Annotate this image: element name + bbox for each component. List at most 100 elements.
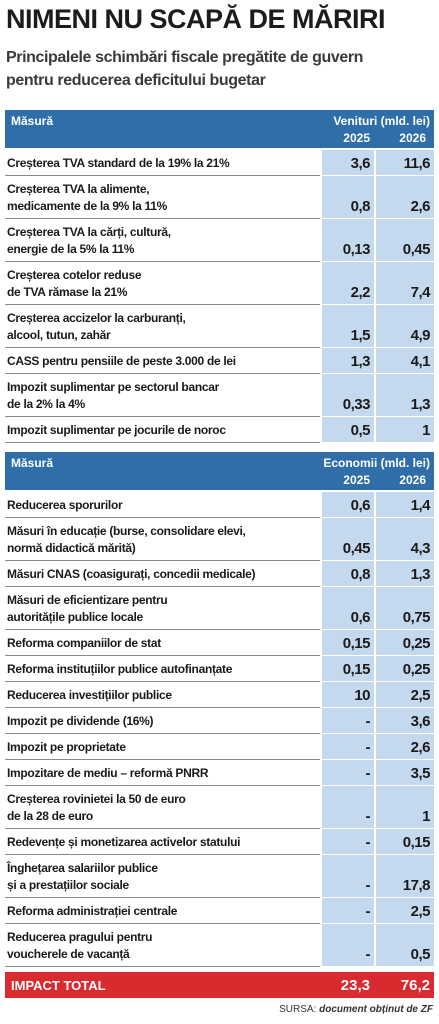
measure-label: Impozit suplimentar pe jocurile de noroc <box>5 417 320 443</box>
value-cell: 0,8 <box>322 561 374 587</box>
table-row: Măsuri de eficientizare pentru autorități… <box>5 587 434 630</box>
measure-header: Măsură <box>11 114 54 128</box>
label-line: Impozit pe proprietate <box>7 740 126 754</box>
measure-label: Impozitare de mediu – reformă PNRR <box>5 760 320 786</box>
label-line: voucherele de vacanță <box>7 947 130 961</box>
table-row: Creșterea TVA la cărți, cultură, energie … <box>5 219 434 262</box>
value-cell: 0,75 <box>376 587 434 630</box>
total-value: 76,2 <box>400 976 430 994</box>
measure-label: Reducerea sporurilor <box>5 492 320 518</box>
table-row: Înghețarea salariilor publice și a presta… <box>5 855 434 898</box>
label-line: Creșterea TVA standard de la 19% la 21% <box>7 156 230 170</box>
value-cell: - <box>322 734 374 760</box>
section-header: Măsură Venituri (mld. lei) 2025 2026 <box>5 110 434 148</box>
label-line: Creșterea accizelor la carburanți, <box>7 311 186 325</box>
value-cell: 2,5 <box>376 682 434 708</box>
value-cell: 0,33 <box>322 374 374 417</box>
value-cell: 1,4 <box>376 492 434 518</box>
measure-header: Măsură <box>11 456 54 470</box>
value-cell: 0,45 <box>322 518 374 561</box>
table-row: Reducerea sporurilor 0,6 1,4 <box>5 492 434 518</box>
years: 2025 2026 <box>318 131 430 145</box>
value-cell: 1,5 <box>322 305 374 348</box>
source-brand: ZF <box>420 1004 433 1015</box>
value-cell: 1,3 <box>322 348 374 374</box>
label-line: energie de la 5% la 11% <box>7 242 135 256</box>
table-row: Impozit suplimentar pe sectorul bancar de… <box>5 374 434 417</box>
table-row: Impozit pe dividende (16%) -3,6 <box>5 708 434 734</box>
table-row: CASS pentru pensiile de peste 3.000 de l… <box>5 348 434 374</box>
value-cell: 1,3 <box>376 561 434 587</box>
value-cell: - <box>322 855 374 898</box>
label-line: Reforma instituțiilor publice autofinanț… <box>7 662 233 676</box>
label-line: Măsuri CNAS (coasigurați, concedii medic… <box>7 567 256 581</box>
value-cell: 3,5 <box>376 760 434 786</box>
group-header: Economii (mld. lei) 2025 2026 <box>322 452 434 490</box>
spacer <box>5 443 434 452</box>
measure-label: Înghețarea salariilor publice și a presta… <box>5 855 320 898</box>
total-value: 23,3 <box>340 976 370 994</box>
value-cell: 0,5 <box>322 417 374 443</box>
measure-label: Impozit pe dividende (16%) <box>5 708 320 734</box>
measure-label: Reforma companiilor de stat <box>5 630 320 656</box>
value-cell: 2,5 <box>376 898 434 924</box>
years: 2025 2026 <box>318 473 430 487</box>
measure-label: Măsuri în educație (burse, consolidare e… <box>5 518 320 561</box>
label-line: de la 2% la 4% <box>7 397 85 411</box>
measure-label: Reducerea investițiilor publice <box>5 682 320 708</box>
value-cell: 3,6 <box>322 150 374 176</box>
label-line: Reducerea investițiilor publice <box>7 688 172 702</box>
value-cell: 0,5 <box>376 924 434 967</box>
measure-label: Măsuri de eficientizare pentru autorități… <box>5 587 320 630</box>
value-cell: 0,25 <box>376 656 434 682</box>
subtitle: pentru reducerea deficitului bugetar <box>6 72 266 89</box>
section-header: Măsură Economii (mld. lei) 2025 2026 <box>5 452 434 490</box>
measure-label: Creșterea TVA la alimente, medicamente de… <box>5 176 320 219</box>
label-line: Impozit suplimentar pe jocurile de noroc <box>7 423 226 437</box>
measure-label: Redevențe și monetizarea activelor statu… <box>5 829 320 855</box>
label-line: Reforma companiilor de stat <box>7 636 161 650</box>
value-cell: 0,15 <box>376 829 434 855</box>
value-cell: 7,4 <box>376 262 434 305</box>
value-cell: 4,9 <box>376 305 434 348</box>
measure-label: Reforma administrației centrale <box>5 898 320 924</box>
measure-label: Creșterea rovinietei la 50 de euro de la … <box>5 786 320 829</box>
source: SURSA: document obținut de ZF <box>279 1004 433 1015</box>
table: Măsură Venituri (mld. lei) 2025 2026 Creșter… <box>5 110 434 998</box>
table-row: Creșterea cotelor reduse de TVA rămase la… <box>5 262 434 305</box>
year: 2025 <box>343 473 370 487</box>
value-cell: 0,15 <box>322 630 374 656</box>
label-line: Reforma administrației centrale <box>7 904 178 918</box>
table-row: Impozitare de mediu – reformă PNRR -3,5 <box>5 760 434 786</box>
year: 2026 <box>399 131 426 145</box>
subtitle: Principalele schimbări fiscale pregătite… <box>6 49 364 66</box>
value-cell: 1 <box>376 417 434 443</box>
label-line: alcool, tutun, zahăr <box>7 328 111 342</box>
group-title: Venituri (mld. lei) <box>333 114 430 128</box>
label-line: Măsuri de eficientizare pentru <box>7 593 168 607</box>
table-row: Impozit pe proprietate -2,6 <box>5 734 434 760</box>
table-row: Creșterea accizelor la carburanți, alcool… <box>5 305 434 348</box>
measure-label: Reducerea pragului pentru voucherele de v… <box>5 924 320 967</box>
title: NIMENI NU SCAPĂ DE MĂRIRI <box>6 4 386 34</box>
value-cell: 0,45 <box>376 219 434 262</box>
value-cell: 17,8 <box>376 855 434 898</box>
total-row: IMPACT TOTAL 23,3 76,2 <box>5 972 434 998</box>
value-cell: 1,3 <box>376 374 434 417</box>
label-line: de TVA rămase la 21% <box>7 285 128 299</box>
total-label: IMPACT TOTAL <box>11 977 106 993</box>
value-cell: 0,8 <box>322 176 374 219</box>
table-row: Redevențe și monetizarea activelor statu… <box>5 829 434 855</box>
table-row: Reforma instituțiilor publice autofinanț… <box>5 656 434 682</box>
table-row: Reducerea investițiilor publice 10 2,5 <box>5 682 434 708</box>
label-line: CASS pentru pensiile de peste 3.000 de l… <box>7 354 236 368</box>
label-line: normă didactică mărită) <box>7 541 136 555</box>
value-cell: - <box>322 708 374 734</box>
measure-label: Impozit pe proprietate <box>5 734 320 760</box>
value-cell: 0,13 <box>322 219 374 262</box>
value-cell: 4,1 <box>376 348 434 374</box>
source-prefix: SURSA: <box>279 1004 317 1015</box>
table-row: Reforma companiilor de stat 0,15 0,25 <box>5 630 434 656</box>
label-line: Măsuri în educație (burse, consolidare e… <box>7 524 246 538</box>
